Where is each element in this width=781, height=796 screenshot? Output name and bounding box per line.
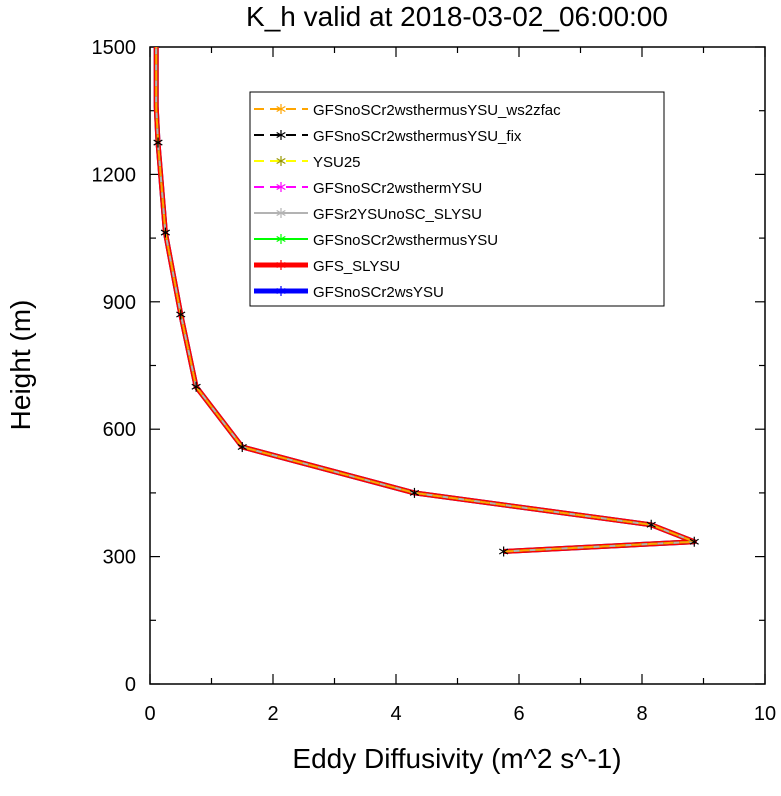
legend-entry: GFS_SLYSU: [254, 258, 400, 275]
data-point-marker: [153, 137, 163, 148]
legend-entry: GFSr2YSUnoSC_SLYSU: [254, 206, 482, 223]
legend-label: GFSr2YSUnoSC_SLYSU: [313, 206, 482, 223]
y-tick-label: 1200: [92, 164, 137, 186]
legend: GFSnoSCr2wsthermusYSU_ws2zfac GFSnoSCr2ws…: [249, 91, 665, 307]
legend-entry: GFSnoSCr2wsthermusYSU_ws2zfac: [254, 102, 561, 119]
y-tick-label: 1500: [92, 37, 137, 59]
data-point-marker: [237, 442, 247, 453]
legend-label: YSU25: [313, 154, 361, 171]
legend-box: [249, 91, 665, 307]
data-point-marker: [498, 546, 509, 557]
data-point-marker: [409, 487, 420, 498]
legend-label: GFSnoSCr2wsthermusYSU_fix: [313, 128, 522, 145]
data-point-marker: [646, 519, 656, 530]
x-axis-label: Eddy Diffusivity (m^2 s^-1): [292, 743, 621, 774]
legend-entry: GFSnoSCr2wsthermYSU: [254, 180, 482, 197]
data-point-marker: [689, 536, 699, 547]
y-axis-label: Height (m): [5, 300, 36, 431]
axis-ticks: [149, 46, 766, 685]
x-tick-label: 2: [267, 703, 278, 725]
legend-marker: [276, 260, 286, 270]
data-point-marker: [191, 381, 201, 392]
x-tick-label: 10: [754, 703, 776, 725]
x-tick-label: 6: [513, 703, 524, 725]
x-tick-label: 4: [390, 703, 401, 725]
legend-entry: GFSnoSCr2wsthermusYSU_fix: [254, 128, 522, 145]
legend-label: GFSnoSCr2wsthermYSU: [313, 180, 482, 197]
y-tick-label: 900: [103, 292, 136, 314]
series-lines: [153, 47, 697, 554]
legend-entry: GFSnoSCr2wsYSU: [254, 284, 444, 301]
legend-marker: [276, 104, 286, 114]
legend-label: GFSnoSCr2wsthermusYSU: [313, 232, 498, 249]
chart-title: K_h valid at 2018-03-02_06:00:00: [246, 1, 668, 32]
legend-marker: [276, 286, 286, 296]
data-point-marker: [160, 227, 171, 238]
y-tick-label: 0: [125, 674, 136, 696]
x-tick-label: 8: [636, 703, 647, 725]
legend-label: GFSnoSCr2wsYSU: [313, 284, 444, 301]
x-tick-label: 0: [144, 703, 155, 725]
series-line: [155, 47, 696, 553]
legend-marker: [276, 234, 286, 244]
legend-entry: YSU25: [254, 154, 361, 171]
legend-marker: [276, 208, 286, 218]
legend-entry: GFSnoSCr2wsthermusYSU: [254, 232, 498, 249]
legend-label: GFSnoSCr2wsthermusYSU_ws2zfac: [313, 102, 561, 119]
data-point-marker: [176, 309, 186, 320]
y-tick-label: 600: [103, 419, 136, 441]
legend-marker: [276, 156, 286, 166]
axis-tick-labels: 0 2 4 6 8 10 0 300 600 900 1200 1500: [92, 37, 777, 725]
series-markers: [153, 137, 699, 557]
legend-marker: [276, 182, 286, 192]
legend-marker: [276, 130, 286, 140]
y-tick-label: 300: [103, 547, 136, 569]
legend-label: GFS_SLYSU: [313, 258, 400, 275]
